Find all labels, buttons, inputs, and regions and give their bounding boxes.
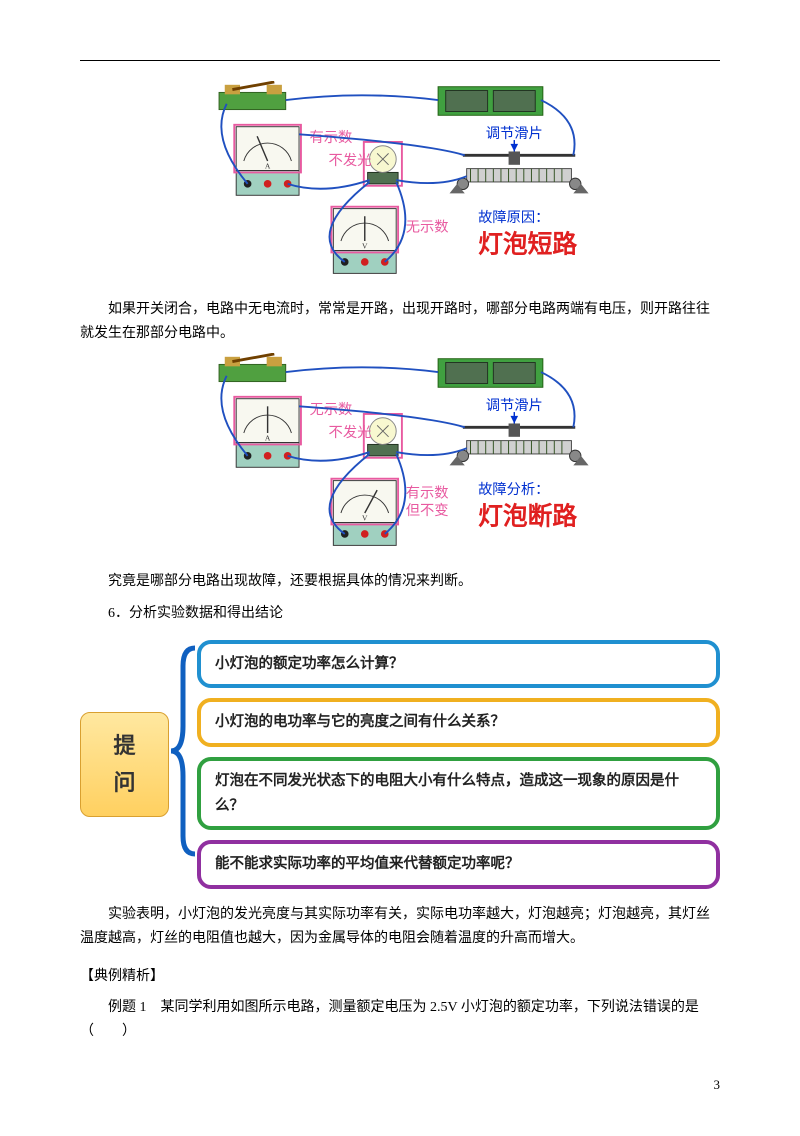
page-number: 3 [80, 1074, 720, 1096]
circuit-diagram-open: A 无示数 不发光 V 有示数 但不变 [80, 353, 720, 562]
example-1: 例题 1 某同学利用如图所示电路，测量额定电压为 2.5V 小灯泡的额定功率，下… [80, 996, 720, 1044]
circuit-svg-1: A 有示数 不发光 V 无示数 [190, 81, 610, 281]
fault-text-2: 灯泡断路 [478, 502, 577, 531]
paragraph-3: 实验表明，小灯泡的发光亮度与其实际功率有关，实际电功率越大，灯泡越亮；灯泡越亮，… [80, 903, 720, 951]
paragraph-2: 究竟是哪部分电路出现故障，还要根据具体的情况来判断。 [80, 570, 720, 594]
svg-text:V: V [362, 242, 368, 251]
voltmeter-label-2b: 但不变 [406, 502, 449, 519]
question-box-2: 灯泡在不同发光状态下的电阻大小有什么特点，造成这一现象的原因是什么？ [197, 757, 720, 830]
questions-infographic: 提问 小灯泡的额定功率怎么计算？ 小灯泡的电功率与它的亮度之间有什么关系？ 灯泡在不… [80, 636, 720, 893]
voltmeter-label: 无示数 [406, 218, 449, 235]
fault-text: 灯泡短路 [478, 229, 577, 258]
bulb-no-light-label: 不发光 [329, 152, 372, 169]
fault-prefix-2: 故障分析： [478, 481, 549, 498]
page-top-rule [80, 60, 720, 61]
brace-icon [169, 636, 197, 866]
fault-prefix: 故障原因： [478, 209, 549, 226]
question-box-0: 小灯泡的额定功率怎么计算？ [197, 640, 720, 689]
circuit-diagram-short: A 有示数 不发光 V 无示数 [80, 81, 720, 290]
slider-label: 调节滑片 [486, 125, 543, 142]
bulb-label-2: 不发光 [329, 424, 372, 441]
svg-text:V: V [362, 514, 368, 523]
svg-text:A: A [265, 434, 271, 443]
tiwen-box: 提问 [80, 712, 169, 817]
item-6: 6．分析实验数据和得出结论 [108, 602, 720, 626]
circuit-svg-2: A 无示数 不发光 V 有示数 但不变 [190, 353, 610, 553]
question-box-1: 小灯泡的电功率与它的亮度之间有什么关系？ [197, 698, 720, 747]
voltmeter-label-2a: 有示数 [406, 485, 449, 502]
question-box-3: 能不能求实际功率的平均值来代替额定功率呢？ [197, 840, 720, 889]
paragraph-1: 如果开关闭合，电路中无电流时，常常是开路，出现开路时，哪部分电路两端有电压，则开… [80, 298, 720, 346]
slider-label-2: 调节滑片 [486, 398, 543, 415]
svg-text:A: A [265, 162, 271, 171]
section-heading: 【典例精析】 [80, 965, 720, 989]
